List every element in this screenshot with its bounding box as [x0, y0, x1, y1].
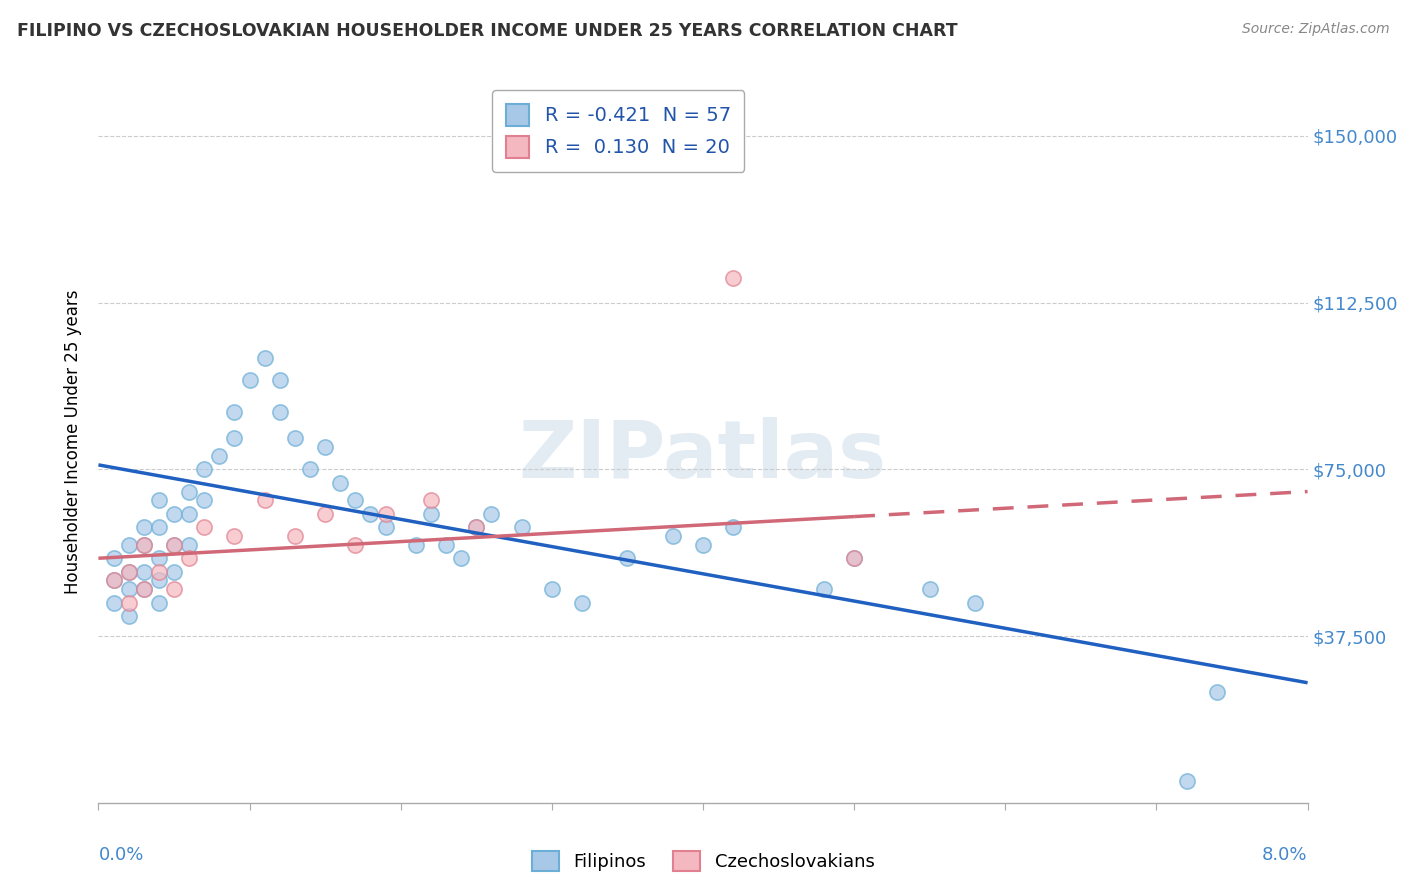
Point — [163, 507, 186, 521]
Point — [661, 529, 683, 543]
Point — [193, 520, 215, 534]
Point — [148, 596, 170, 610]
Point — [103, 596, 125, 610]
Point — [692, 538, 714, 552]
Point — [132, 582, 155, 597]
Point — [179, 484, 201, 499]
Point — [179, 507, 201, 521]
Point — [224, 529, 246, 543]
Point — [132, 582, 155, 597]
Point — [314, 440, 336, 454]
Point — [118, 609, 141, 624]
Point — [179, 538, 201, 552]
Point — [616, 551, 638, 566]
Point — [103, 551, 125, 566]
Point — [224, 404, 246, 418]
Point — [1175, 773, 1198, 788]
Point — [510, 520, 533, 534]
Point — [918, 582, 941, 597]
Point — [132, 538, 155, 552]
Point — [450, 551, 472, 566]
Point — [844, 551, 866, 566]
Point — [284, 431, 307, 445]
Text: FILIPINO VS CZECHOSLOVAKIAN HOUSEHOLDER INCOME UNDER 25 YEARS CORRELATION CHART: FILIPINO VS CZECHOSLOVAKIAN HOUSEHOLDER … — [17, 22, 957, 40]
Point — [208, 449, 231, 463]
Point — [344, 493, 367, 508]
Text: 0.0%: 0.0% — [98, 847, 143, 864]
Point — [374, 520, 396, 534]
Point — [965, 596, 987, 610]
Point — [284, 529, 307, 543]
Point — [118, 565, 141, 579]
Point — [420, 507, 443, 521]
Point — [571, 596, 593, 610]
Point — [269, 373, 291, 387]
Point — [540, 582, 562, 597]
Legend: Filipinos, Czechoslovakians: Filipinos, Czechoslovakians — [524, 844, 882, 879]
Text: 8.0%: 8.0% — [1263, 847, 1308, 864]
Point — [239, 373, 262, 387]
Point — [813, 582, 835, 597]
Point — [299, 462, 322, 476]
Point — [1206, 684, 1229, 698]
Point — [118, 582, 141, 597]
Point — [465, 520, 488, 534]
Point — [269, 404, 291, 418]
Point — [193, 462, 215, 476]
Point — [132, 538, 155, 552]
Point — [344, 538, 367, 552]
Point — [844, 551, 866, 566]
Point — [163, 565, 186, 579]
Point — [420, 493, 443, 508]
Point — [118, 565, 141, 579]
Legend: R = -0.421  N = 57, R =  0.130  N = 20: R = -0.421 N = 57, R = 0.130 N = 20 — [492, 90, 744, 172]
Point — [329, 475, 352, 490]
Point — [360, 507, 382, 521]
Point — [253, 493, 276, 508]
Point — [374, 507, 396, 521]
Point — [118, 596, 141, 610]
Point — [132, 520, 155, 534]
Point — [163, 582, 186, 597]
Point — [224, 431, 246, 445]
Point — [148, 520, 170, 534]
Point — [723, 271, 745, 285]
Point — [434, 538, 457, 552]
Point — [405, 538, 427, 552]
Text: Source: ZipAtlas.com: Source: ZipAtlas.com — [1241, 22, 1389, 37]
Point — [253, 351, 276, 366]
Point — [163, 538, 186, 552]
Point — [148, 565, 170, 579]
Point — [148, 574, 170, 588]
Point — [163, 538, 186, 552]
Point — [314, 507, 336, 521]
Point — [481, 507, 503, 521]
Text: ZIPatlas: ZIPatlas — [519, 417, 887, 495]
Point — [465, 520, 488, 534]
Point — [103, 574, 125, 588]
Point — [179, 551, 201, 566]
Point — [723, 520, 745, 534]
Point — [118, 538, 141, 552]
Point — [193, 493, 215, 508]
Point — [103, 574, 125, 588]
Point — [148, 551, 170, 566]
Point — [132, 565, 155, 579]
Point — [148, 493, 170, 508]
Y-axis label: Householder Income Under 25 years: Householder Income Under 25 years — [63, 289, 82, 594]
